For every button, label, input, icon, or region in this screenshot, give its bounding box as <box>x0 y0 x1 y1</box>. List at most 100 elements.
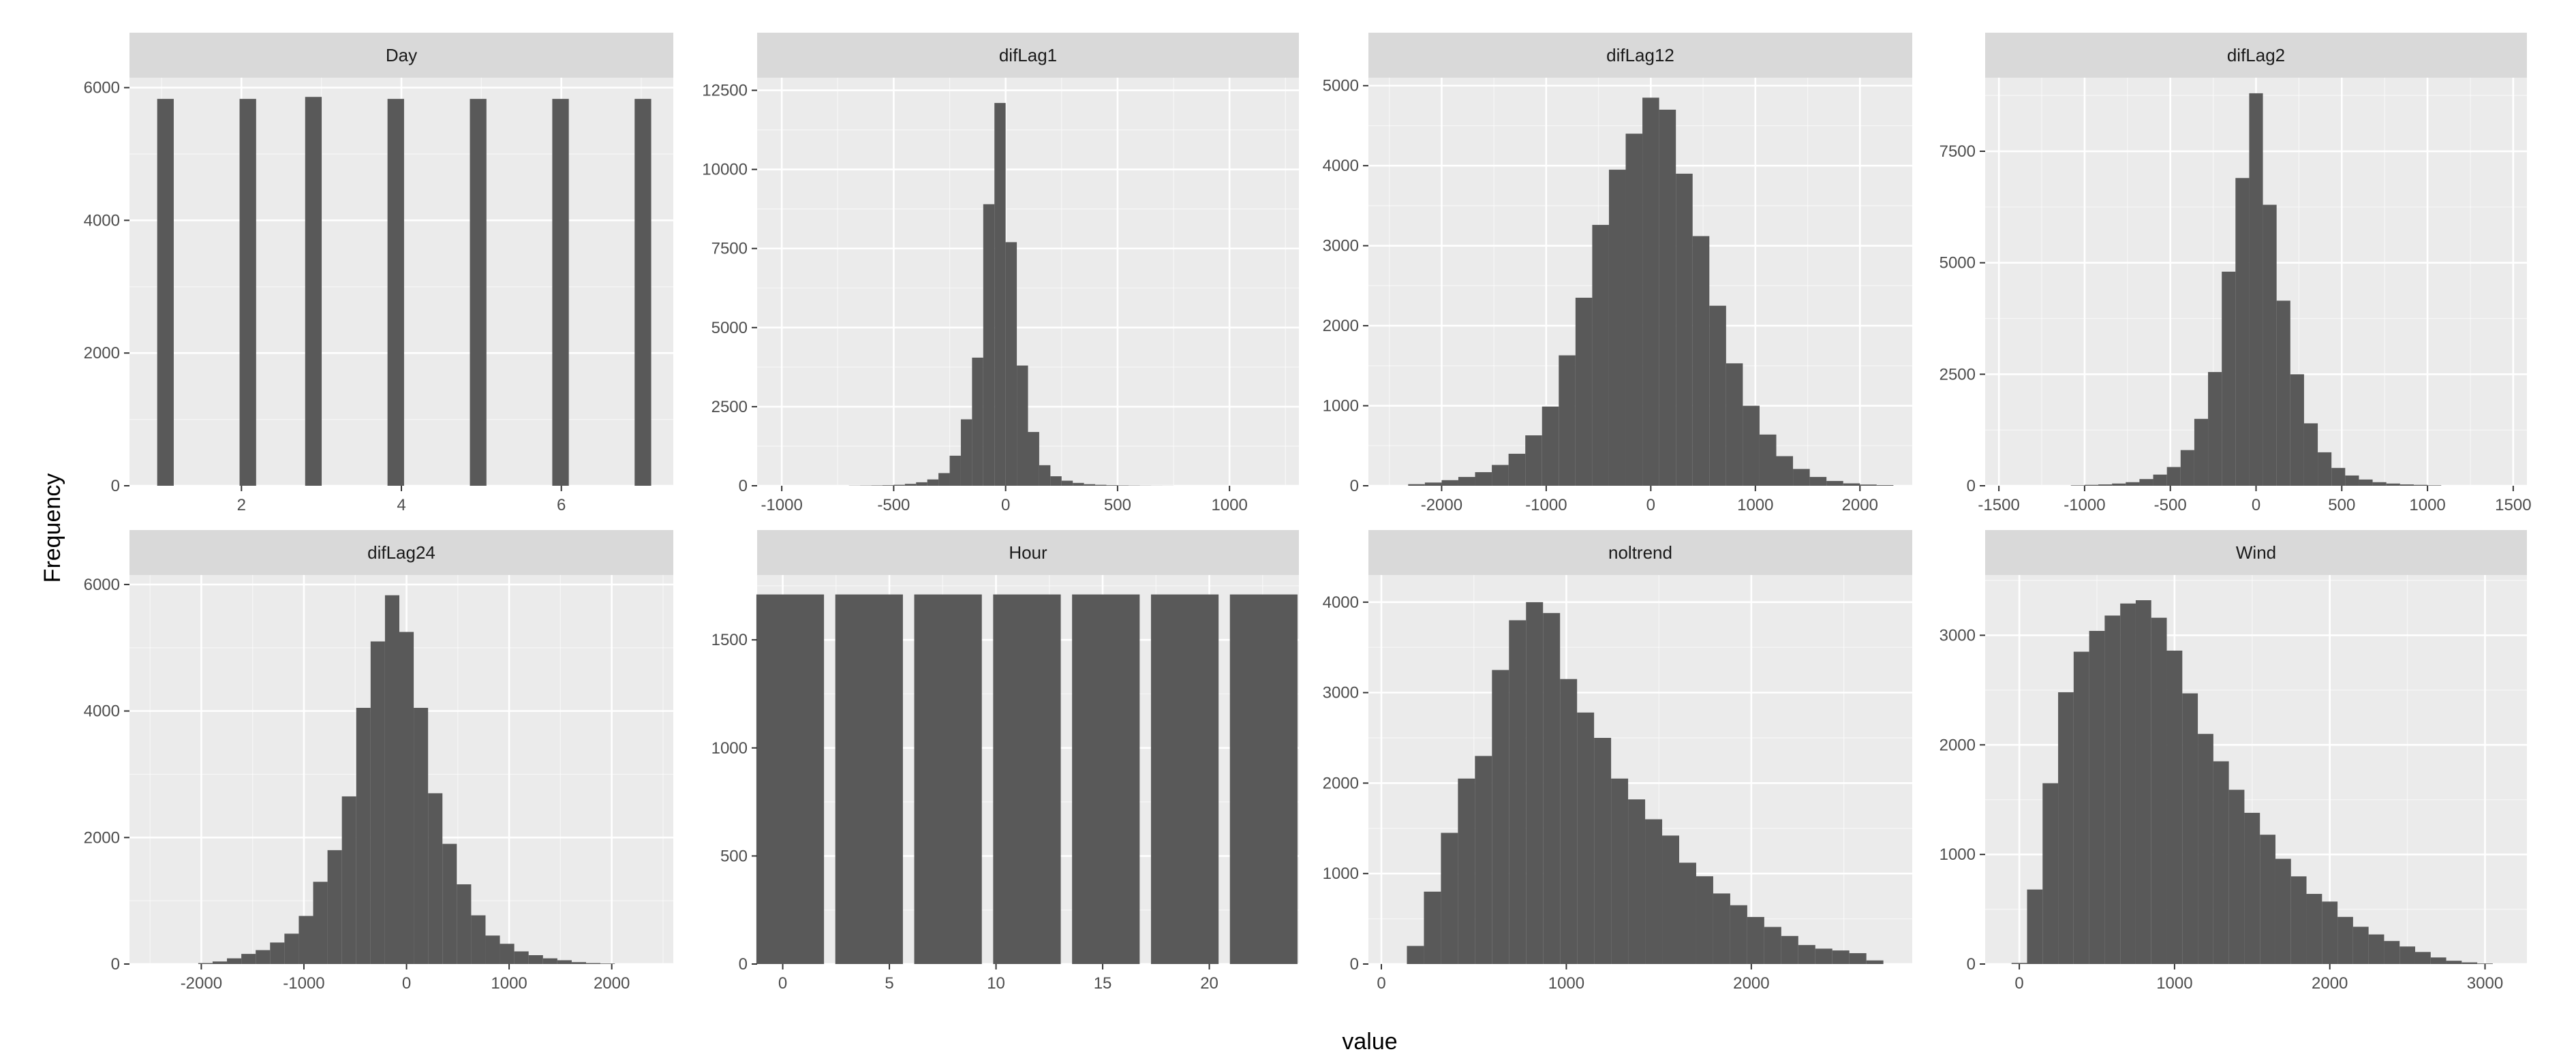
histogram-bar <box>241 954 256 964</box>
histogram-bar <box>1679 863 1696 964</box>
histogram-bar <box>600 963 615 964</box>
histogram-bar <box>2275 858 2291 964</box>
histogram-bar <box>485 935 500 964</box>
y-tick-label: 6000 <box>84 79 120 97</box>
histogram-bar <box>2112 483 2126 486</box>
histogram-bar <box>756 594 825 964</box>
histogram-bar <box>2399 484 2414 486</box>
histogram-bar <box>2182 693 2198 964</box>
histogram-bar <box>2098 484 2113 486</box>
y-tick-label: 0 <box>1350 477 1359 495</box>
histogram-bar <box>960 419 972 486</box>
histogram-bar <box>1458 477 1475 486</box>
histogram-bar <box>1407 946 1424 964</box>
y-tick-label: 1000 <box>1939 845 1976 864</box>
histogram-bar <box>2208 372 2222 486</box>
x-tick-label: 500 <box>2328 496 2355 514</box>
histogram-bar <box>2084 484 2099 486</box>
histogram-bar <box>356 707 371 964</box>
histogram-bar <box>1726 363 1743 486</box>
histogram-bar <box>1542 406 1559 486</box>
y-tick-label: 12500 <box>702 82 748 100</box>
x-tick-label: 2000 <box>594 974 630 993</box>
x-tick-label: 2000 <box>2312 974 2348 993</box>
histogram-bar <box>1492 670 1509 964</box>
y-tick-label: 2500 <box>1939 365 1976 384</box>
histogram-bar <box>1730 905 1747 964</box>
x-tick-label: 0 <box>2252 496 2260 514</box>
histogram-bar <box>2104 615 2121 964</box>
histogram-bar <box>470 99 487 486</box>
y-tick-label: 500 <box>720 847 748 865</box>
histogram-bar <box>442 843 457 964</box>
histogram-bar <box>2414 952 2431 964</box>
histogram-bar <box>2359 479 2373 486</box>
histogram-bar <box>2180 450 2194 486</box>
histogram-bar <box>994 103 1006 486</box>
histogram-bar <box>1441 833 1458 964</box>
histogram-bar <box>2263 204 2277 486</box>
y-tick-label: 2000 <box>84 828 120 847</box>
histogram-bar <box>1676 173 1693 486</box>
x-tick-label: 1500 <box>2495 496 2531 514</box>
y-tick-label: 3000 <box>1323 684 1359 702</box>
histogram-bar <box>1747 916 1764 964</box>
y-tick-label: 0 <box>1350 955 1359 974</box>
histogram-bar <box>1743 405 1760 486</box>
histogram-bar <box>2151 617 2167 964</box>
histogram-bar <box>387 99 404 486</box>
histogram-bar <box>2331 467 2346 486</box>
x-tick-label: 0 <box>2014 974 2023 993</box>
y-tick-label: 2000 <box>1323 774 1359 792</box>
facet-strip-label-noltrend: noltrend <box>1608 542 1672 563</box>
histogram-bar <box>1642 97 1659 486</box>
y-tick-label: 1000 <box>711 739 748 758</box>
histogram-bar <box>1525 435 1542 486</box>
histogram-bar <box>1106 485 1118 486</box>
histogram-bar <box>916 482 927 486</box>
histogram-bar <box>2322 901 2338 964</box>
histogram-bar <box>298 916 313 964</box>
histogram-bar <box>327 850 342 964</box>
histogram-bar <box>2058 692 2074 964</box>
histogram-bar <box>313 882 328 964</box>
histogram-bar <box>1509 620 1527 964</box>
histogram-bar <box>1095 484 1107 486</box>
histogram-bar <box>1117 485 1129 486</box>
histogram-bar <box>2290 374 2304 486</box>
x-tick-label: 0 <box>1646 496 1655 514</box>
histogram-bar <box>2276 300 2290 486</box>
histogram-bar <box>1592 225 1609 486</box>
x-tick-label: 0 <box>1001 496 1010 514</box>
histogram-bar <box>2027 889 2043 964</box>
histogram-bar <box>2126 482 2140 486</box>
facet-strip-label-hour: Hour <box>1009 542 1047 563</box>
histogram-bar <box>2213 761 2229 964</box>
x-tick-label: -2000 <box>181 974 222 993</box>
histogram-bar <box>1659 109 1676 486</box>
histogram-bar <box>2011 963 2027 964</box>
histogram-bar <box>1084 484 1096 486</box>
histogram-bar <box>1608 170 1626 486</box>
histogram-bar <box>1150 594 1219 964</box>
histogram-bar <box>1611 778 1629 964</box>
facet-strip-day <box>129 33 673 78</box>
facet-strip-label-wind: Wind <box>2236 542 2276 563</box>
y-tick-label: 0 <box>111 477 120 495</box>
histogram-bar <box>1005 242 1017 486</box>
histogram-bar <box>1577 712 1595 964</box>
histogram-bar <box>2194 418 2209 486</box>
histogram-bar <box>256 950 271 964</box>
histogram-bar <box>2166 650 2183 964</box>
histogram-bar <box>1061 480 1073 486</box>
y-tick-label: 4000 <box>84 211 120 230</box>
histogram-bar <box>500 944 515 964</box>
histogram-bar <box>471 915 486 964</box>
x-tick-label: 10 <box>987 974 1005 993</box>
histogram-bar <box>1424 891 1441 964</box>
histogram-bar <box>2303 423 2318 486</box>
histogram-bar <box>305 97 322 486</box>
x-tick-label: 2000 <box>1842 496 1878 514</box>
x-tick-label: 4 <box>397 496 405 514</box>
histogram-bar <box>284 933 299 964</box>
